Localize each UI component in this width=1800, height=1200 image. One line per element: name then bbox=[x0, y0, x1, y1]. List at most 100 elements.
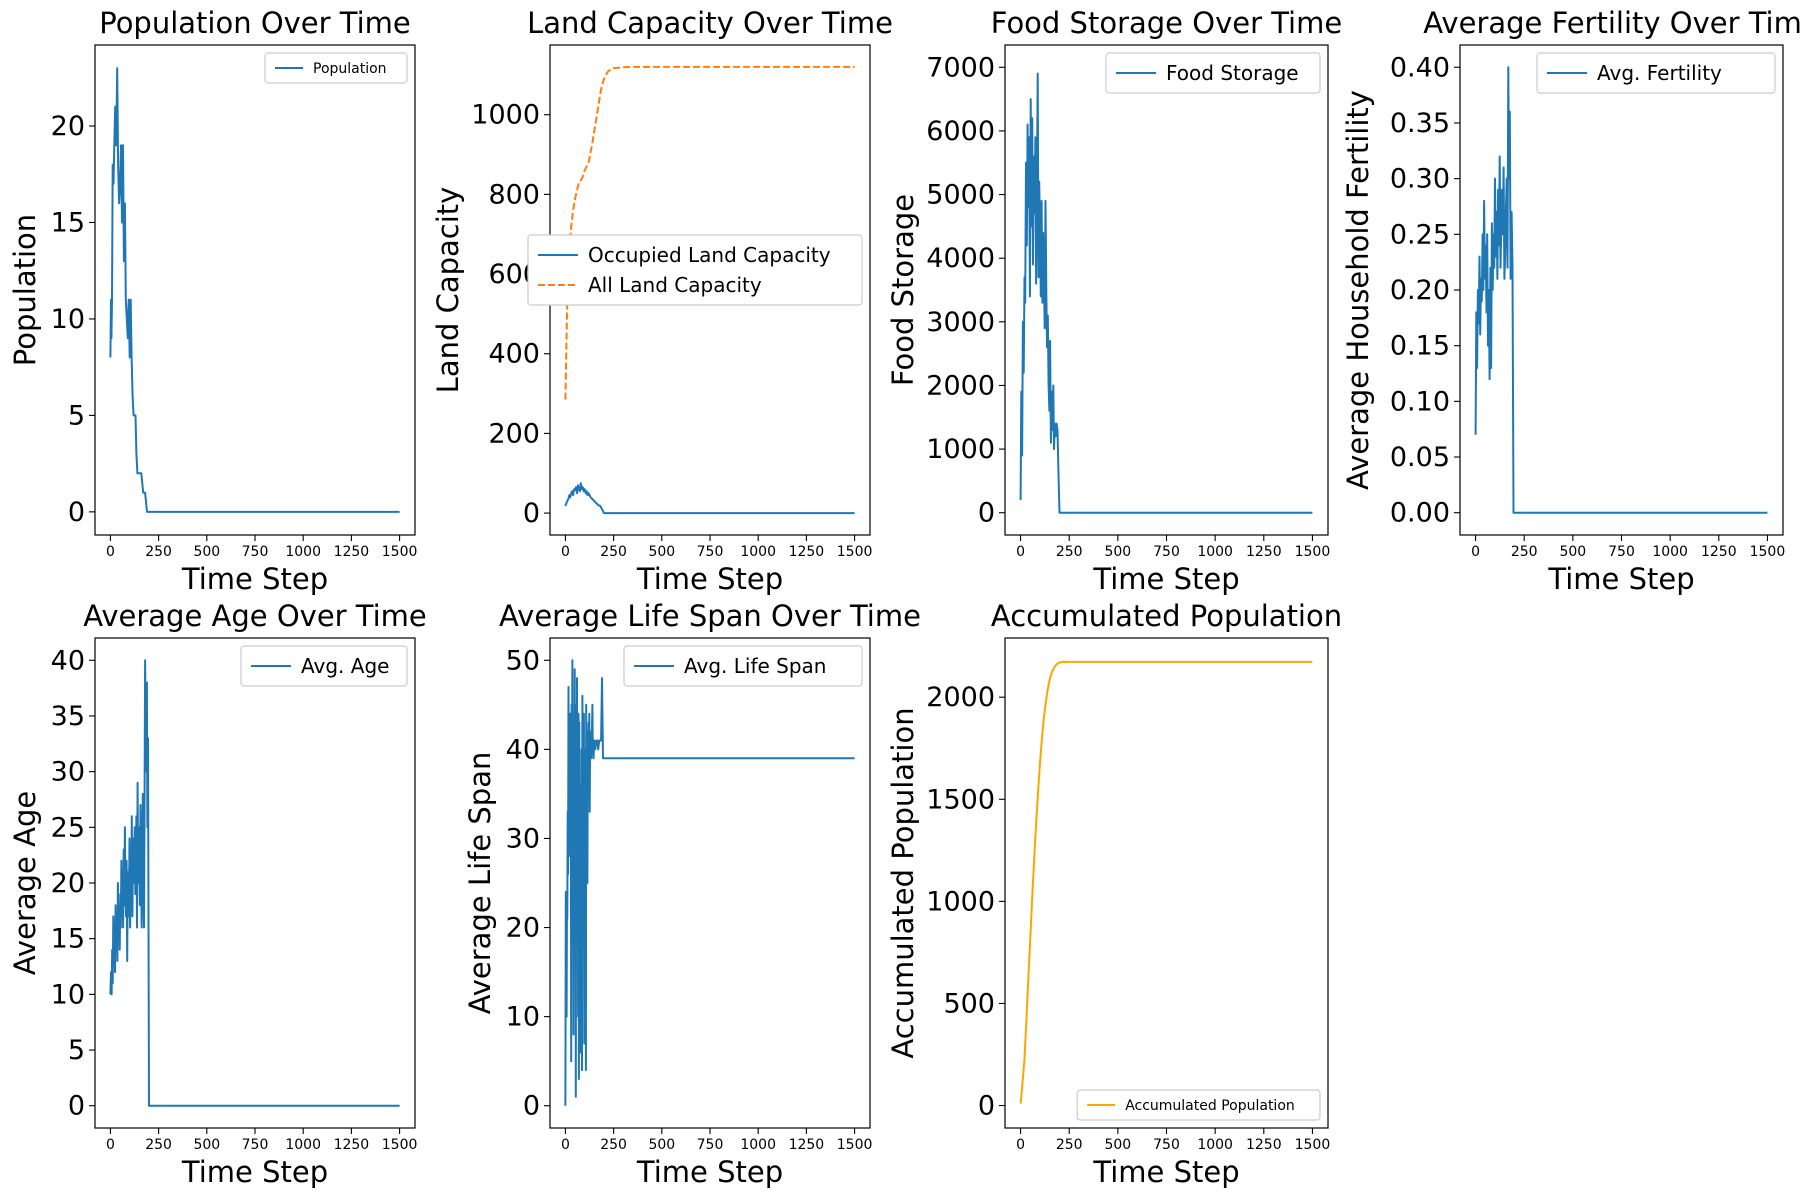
series-line-1 bbox=[1474, 66, 1768, 514]
subplot-2: 0 250 500 750 1000 1250 150002004006008001000L… bbox=[431, 6, 893, 596]
legend-label: Food Storage bbox=[1166, 61, 1299, 85]
y-tick-label: 0.25 bbox=[1390, 219, 1450, 250]
legend-box bbox=[623, 645, 863, 687]
x-axis-label: Time Step bbox=[1092, 1155, 1239, 1189]
y-tick-label: 4000 bbox=[926, 243, 995, 274]
series-line-1 bbox=[109, 659, 400, 1107]
x-tick-label: 1000 bbox=[740, 544, 776, 560]
x-tick-label: 750 bbox=[242, 1137, 269, 1153]
y-tick-label: 400 bbox=[488, 339, 540, 370]
x-tick-label: 500 bbox=[648, 1137, 675, 1153]
y-tick-label: 0 bbox=[523, 1091, 540, 1122]
axes-frame bbox=[1004, 44, 1329, 536]
legend-box bbox=[1105, 52, 1321, 94]
legend-box bbox=[264, 52, 408, 84]
series-line-1 bbox=[1019, 72, 1313, 514]
x-tick-label: 500 bbox=[193, 544, 220, 560]
y-tick-label: 5 bbox=[68, 400, 85, 431]
y-tick-label: 10 bbox=[51, 979, 85, 1010]
y-tick-label: 50 bbox=[506, 645, 540, 676]
x-tick-label: 0 bbox=[1471, 544, 1480, 560]
x-tick-label: 1000 bbox=[285, 544, 321, 560]
chart-title: Average Age Over Time bbox=[83, 599, 427, 633]
y-tick-label: 1000 bbox=[926, 886, 995, 917]
legend-box bbox=[1076, 1089, 1321, 1121]
y-tick-label: 1500 bbox=[926, 784, 995, 815]
series-line-1 bbox=[564, 482, 855, 515]
y-tick-label: 30 bbox=[506, 823, 540, 854]
x-tick-label: 1000 bbox=[1197, 1137, 1233, 1153]
y-axis-label: Land Capacity bbox=[431, 187, 465, 394]
chart-title: Land Capacity Over Time bbox=[527, 6, 893, 40]
x-tick-label: 1250 bbox=[334, 544, 370, 560]
y-tick-label: 800 bbox=[488, 179, 540, 210]
x-tick-label: 1250 bbox=[1246, 1137, 1282, 1153]
x-tick-label: 1500 bbox=[382, 1137, 418, 1153]
x-tick-label: 750 bbox=[1153, 544, 1180, 560]
series-line-1 bbox=[564, 659, 855, 1106]
x-tick-label: 1500 bbox=[837, 544, 873, 560]
legend-box bbox=[240, 645, 408, 687]
y-tick-label: 0.20 bbox=[1390, 275, 1450, 306]
y-tick-label: 1000 bbox=[471, 100, 540, 131]
y-axis-label: Average Household Fertility bbox=[1341, 90, 1375, 490]
legend: Avg. Life Span bbox=[623, 645, 863, 687]
x-tick-label: 250 bbox=[145, 544, 172, 560]
y-tick-label: 20 bbox=[51, 111, 85, 142]
x-axis-label: Time Step bbox=[1547, 562, 1694, 596]
y-tick-label: 2000 bbox=[926, 682, 995, 713]
y-tick-label: 15 bbox=[51, 924, 85, 955]
y-tick-label: 0 bbox=[978, 498, 995, 529]
x-tick-label: 750 bbox=[1153, 1137, 1180, 1153]
y-tick-label: 0 bbox=[68, 1091, 85, 1122]
x-axis-label: Time Step bbox=[1092, 562, 1239, 596]
y-tick-label: 20 bbox=[51, 868, 85, 899]
y-axis-label: Accumulated Population bbox=[886, 707, 920, 1058]
subplot-7: 0 250 500 750 1000 1250 15000500100015002000Ac… bbox=[886, 599, 1342, 1189]
y-tick-label: 0.00 bbox=[1390, 498, 1450, 529]
axes-frame bbox=[1004, 637, 1329, 1129]
y-tick-label: 200 bbox=[488, 418, 540, 449]
x-tick-label: 250 bbox=[1056, 544, 1083, 560]
axes-frame bbox=[94, 44, 416, 536]
y-tick-label: 40 bbox=[51, 645, 85, 676]
y-tick-label: 0.15 bbox=[1390, 331, 1450, 362]
y-tick-label: 0.10 bbox=[1390, 386, 1450, 417]
y-tick-label: 15 bbox=[51, 207, 85, 238]
chart-title: Average Life Span Over Time bbox=[499, 599, 921, 633]
subplot-1: 0 250 500 750 1000 1250 1500 0 5 10 15 20 Population… bbox=[8, 6, 417, 596]
x-tick-label: 750 bbox=[242, 544, 269, 560]
chart-title: Accumulated Population bbox=[991, 599, 1342, 633]
legend-box bbox=[527, 234, 863, 306]
y-tick-label: 0 bbox=[523, 498, 540, 529]
y-tick-label: 3000 bbox=[926, 307, 995, 338]
y-tick-label: 40 bbox=[506, 734, 540, 765]
chart-title: Population Over Time bbox=[99, 6, 411, 40]
y-tick-label: 0.40 bbox=[1390, 52, 1450, 83]
x-tick-label: 1000 bbox=[1197, 544, 1233, 560]
legend: Population bbox=[264, 52, 408, 84]
legend-box bbox=[1536, 52, 1776, 94]
chart-title: Food Storage Over Time bbox=[991, 6, 1342, 40]
legend: Avg. Age bbox=[240, 645, 408, 687]
x-tick-label: 0 bbox=[106, 544, 115, 560]
x-tick-label: 250 bbox=[1056, 1137, 1083, 1153]
x-tick-label: 0 bbox=[106, 1137, 115, 1153]
x-tick-label: 500 bbox=[1104, 1137, 1131, 1153]
legend-label: Accumulated Population bbox=[1125, 1098, 1295, 1114]
legend-label: Occupied Land Capacity bbox=[588, 243, 831, 267]
legend-label: Avg. Life Span bbox=[684, 654, 826, 678]
y-tick-label: 25 bbox=[51, 812, 85, 843]
axes-frame bbox=[549, 637, 871, 1129]
subplot-4: 0 250 500 750 1000 1250 1500 0.00 0.05 0.10 0.15 0.… bbox=[1341, 6, 1800, 596]
x-tick-label: 1500 bbox=[382, 544, 418, 560]
x-axis-label: Time Step bbox=[181, 562, 328, 596]
y-tick-label: 500 bbox=[943, 988, 995, 1019]
x-axis-label: Time Step bbox=[636, 562, 783, 596]
x-tick-label: 1250 bbox=[789, 544, 825, 560]
x-tick-label: 500 bbox=[648, 544, 675, 560]
legend-label: Avg. Fertility bbox=[1597, 61, 1722, 85]
x-tick-label: 250 bbox=[600, 1137, 627, 1153]
y-tick-label: 10 bbox=[51, 304, 85, 335]
